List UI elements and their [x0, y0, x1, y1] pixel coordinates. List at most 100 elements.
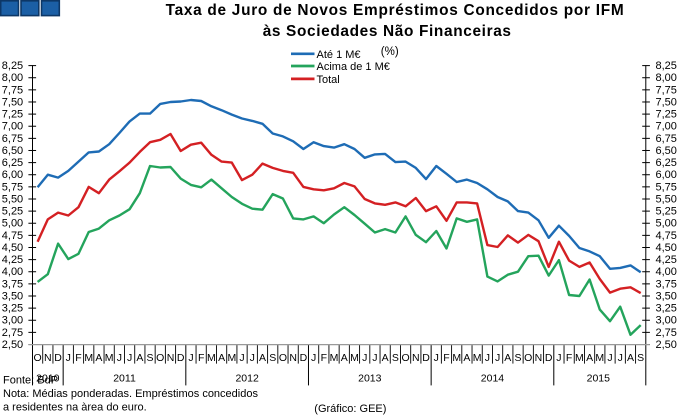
svg-text:M: M — [105, 352, 114, 364]
svg-text:J: J — [434, 352, 439, 364]
svg-text:J: J — [188, 352, 193, 364]
svg-text:A: A — [504, 352, 511, 364]
svg-text:Total: Total — [317, 74, 340, 86]
svg-text:6,25: 6,25 — [2, 157, 23, 169]
svg-text:7,50: 7,50 — [2, 96, 23, 108]
svg-text:7,00: 7,00 — [2, 121, 23, 133]
svg-text:6,50: 6,50 — [656, 145, 677, 157]
svg-text:3,00: 3,00 — [656, 315, 677, 327]
svg-text:3,50: 3,50 — [656, 290, 677, 302]
svg-text:N: N — [535, 352, 543, 364]
svg-text:M: M — [350, 352, 359, 364]
svg-text:às Sociedades Não Financeiras: às Sociedades Não Financeiras — [263, 23, 512, 40]
svg-text:J: J — [556, 352, 561, 364]
svg-text:7,00: 7,00 — [656, 121, 677, 133]
svg-text:J: J — [239, 352, 244, 364]
svg-text:4,00: 4,00 — [656, 266, 677, 278]
svg-text:A: A — [136, 352, 143, 364]
svg-text:6,00: 6,00 — [656, 169, 677, 181]
svg-text:3,25: 3,25 — [2, 303, 23, 315]
svg-text:3,75: 3,75 — [656, 278, 677, 290]
svg-text:4,75: 4,75 — [2, 230, 23, 242]
svg-text:Taxa de Juro de Novos Emprésti: Taxa de Juro de Novos Empréstimos Conced… — [166, 2, 625, 19]
svg-text:F: F — [75, 352, 81, 364]
svg-text:J: J — [127, 352, 132, 364]
svg-text:4,75: 4,75 — [656, 230, 677, 242]
svg-text:(%): (%) — [381, 46, 399, 58]
svg-text:2,50: 2,50 — [656, 339, 677, 351]
svg-text:4,50: 4,50 — [2, 242, 23, 254]
svg-text:Acima de 1 M€: Acima de 1 M€ — [317, 61, 390, 73]
svg-text:S: S — [515, 352, 522, 364]
svg-text:2,75: 2,75 — [656, 327, 677, 339]
svg-text:D: D — [54, 352, 62, 364]
svg-text:4,25: 4,25 — [2, 254, 23, 266]
svg-text:3,50: 3,50 — [2, 290, 23, 302]
svg-text:a residentes na àrea do euro.: a residentes na àrea do euro. — [3, 401, 147, 413]
svg-text:A: A — [341, 352, 348, 364]
svg-text:6,75: 6,75 — [2, 133, 23, 145]
svg-text:2015: 2015 — [587, 372, 611, 384]
svg-text:M: M — [84, 352, 93, 364]
svg-text:J: J — [362, 352, 367, 364]
svg-text:M: M — [473, 352, 482, 364]
svg-text:F: F — [566, 352, 572, 364]
svg-text:4,25: 4,25 — [656, 254, 677, 266]
svg-text:6,50: 6,50 — [2, 145, 23, 157]
svg-text:M: M — [595, 352, 604, 364]
svg-text:F: F — [321, 352, 327, 364]
svg-text:2013: 2013 — [358, 372, 382, 384]
svg-text:F: F — [198, 352, 204, 364]
svg-text:5,25: 5,25 — [2, 206, 23, 218]
svg-text:D: D — [177, 352, 185, 364]
svg-text:7,25: 7,25 — [656, 109, 677, 121]
svg-text:Até 1 M€: Até 1 M€ — [317, 49, 361, 61]
svg-text:5,75: 5,75 — [656, 181, 677, 193]
svg-text:N: N — [44, 352, 52, 364]
svg-text:N: N — [412, 352, 420, 364]
svg-text:J: J — [250, 352, 255, 364]
svg-text:5,25: 5,25 — [656, 206, 677, 218]
svg-text:A: A — [382, 352, 389, 364]
svg-text:D: D — [422, 352, 430, 364]
svg-text:M: M — [452, 352, 461, 364]
svg-text:5,50: 5,50 — [656, 193, 677, 205]
svg-text:O: O — [34, 352, 42, 364]
svg-text:3,75: 3,75 — [2, 278, 23, 290]
svg-text:A: A — [463, 352, 470, 364]
svg-text:7,50: 7,50 — [656, 96, 677, 108]
svg-text:5,50: 5,50 — [2, 193, 23, 205]
svg-text:M: M — [227, 352, 236, 364]
svg-text:8,00: 8,00 — [2, 72, 23, 84]
svg-text:8,00: 8,00 — [656, 72, 677, 84]
svg-text:Fonte: BdP: Fonte: BdP — [3, 375, 58, 387]
svg-text:A: A — [259, 352, 266, 364]
svg-text:6,25: 6,25 — [656, 157, 677, 169]
svg-text:2,75: 2,75 — [2, 327, 23, 339]
svg-text:O: O — [279, 352, 287, 364]
svg-text:N: N — [289, 352, 297, 364]
svg-text:N: N — [167, 352, 175, 364]
svg-text:3,00: 3,00 — [2, 315, 23, 327]
svg-text:Nota: Médias ponderadas. Empré: Nota: Médias ponderadas. Empréstimos con… — [3, 388, 258, 400]
svg-text:J: J — [311, 352, 316, 364]
svg-text:5,00: 5,00 — [656, 218, 677, 230]
svg-text:M: M — [207, 352, 216, 364]
svg-text:4,50: 4,50 — [656, 242, 677, 254]
svg-text:S: S — [269, 352, 276, 364]
svg-text:S: S — [147, 352, 154, 364]
svg-text:7,25: 7,25 — [2, 109, 23, 121]
svg-text:J: J — [372, 352, 377, 364]
svg-text:2012: 2012 — [235, 372, 259, 384]
svg-text:F: F — [443, 352, 449, 364]
svg-text:5,00: 5,00 — [2, 218, 23, 230]
svg-text:2014: 2014 — [481, 372, 505, 384]
svg-text:D: D — [300, 352, 308, 364]
svg-text:7,75: 7,75 — [656, 84, 677, 96]
svg-text:O: O — [402, 352, 410, 364]
svg-text:J: J — [607, 352, 612, 364]
svg-text:A: A — [627, 352, 634, 364]
svg-text:A: A — [95, 352, 102, 364]
svg-text:D: D — [545, 352, 553, 364]
svg-text:A: A — [586, 352, 593, 364]
